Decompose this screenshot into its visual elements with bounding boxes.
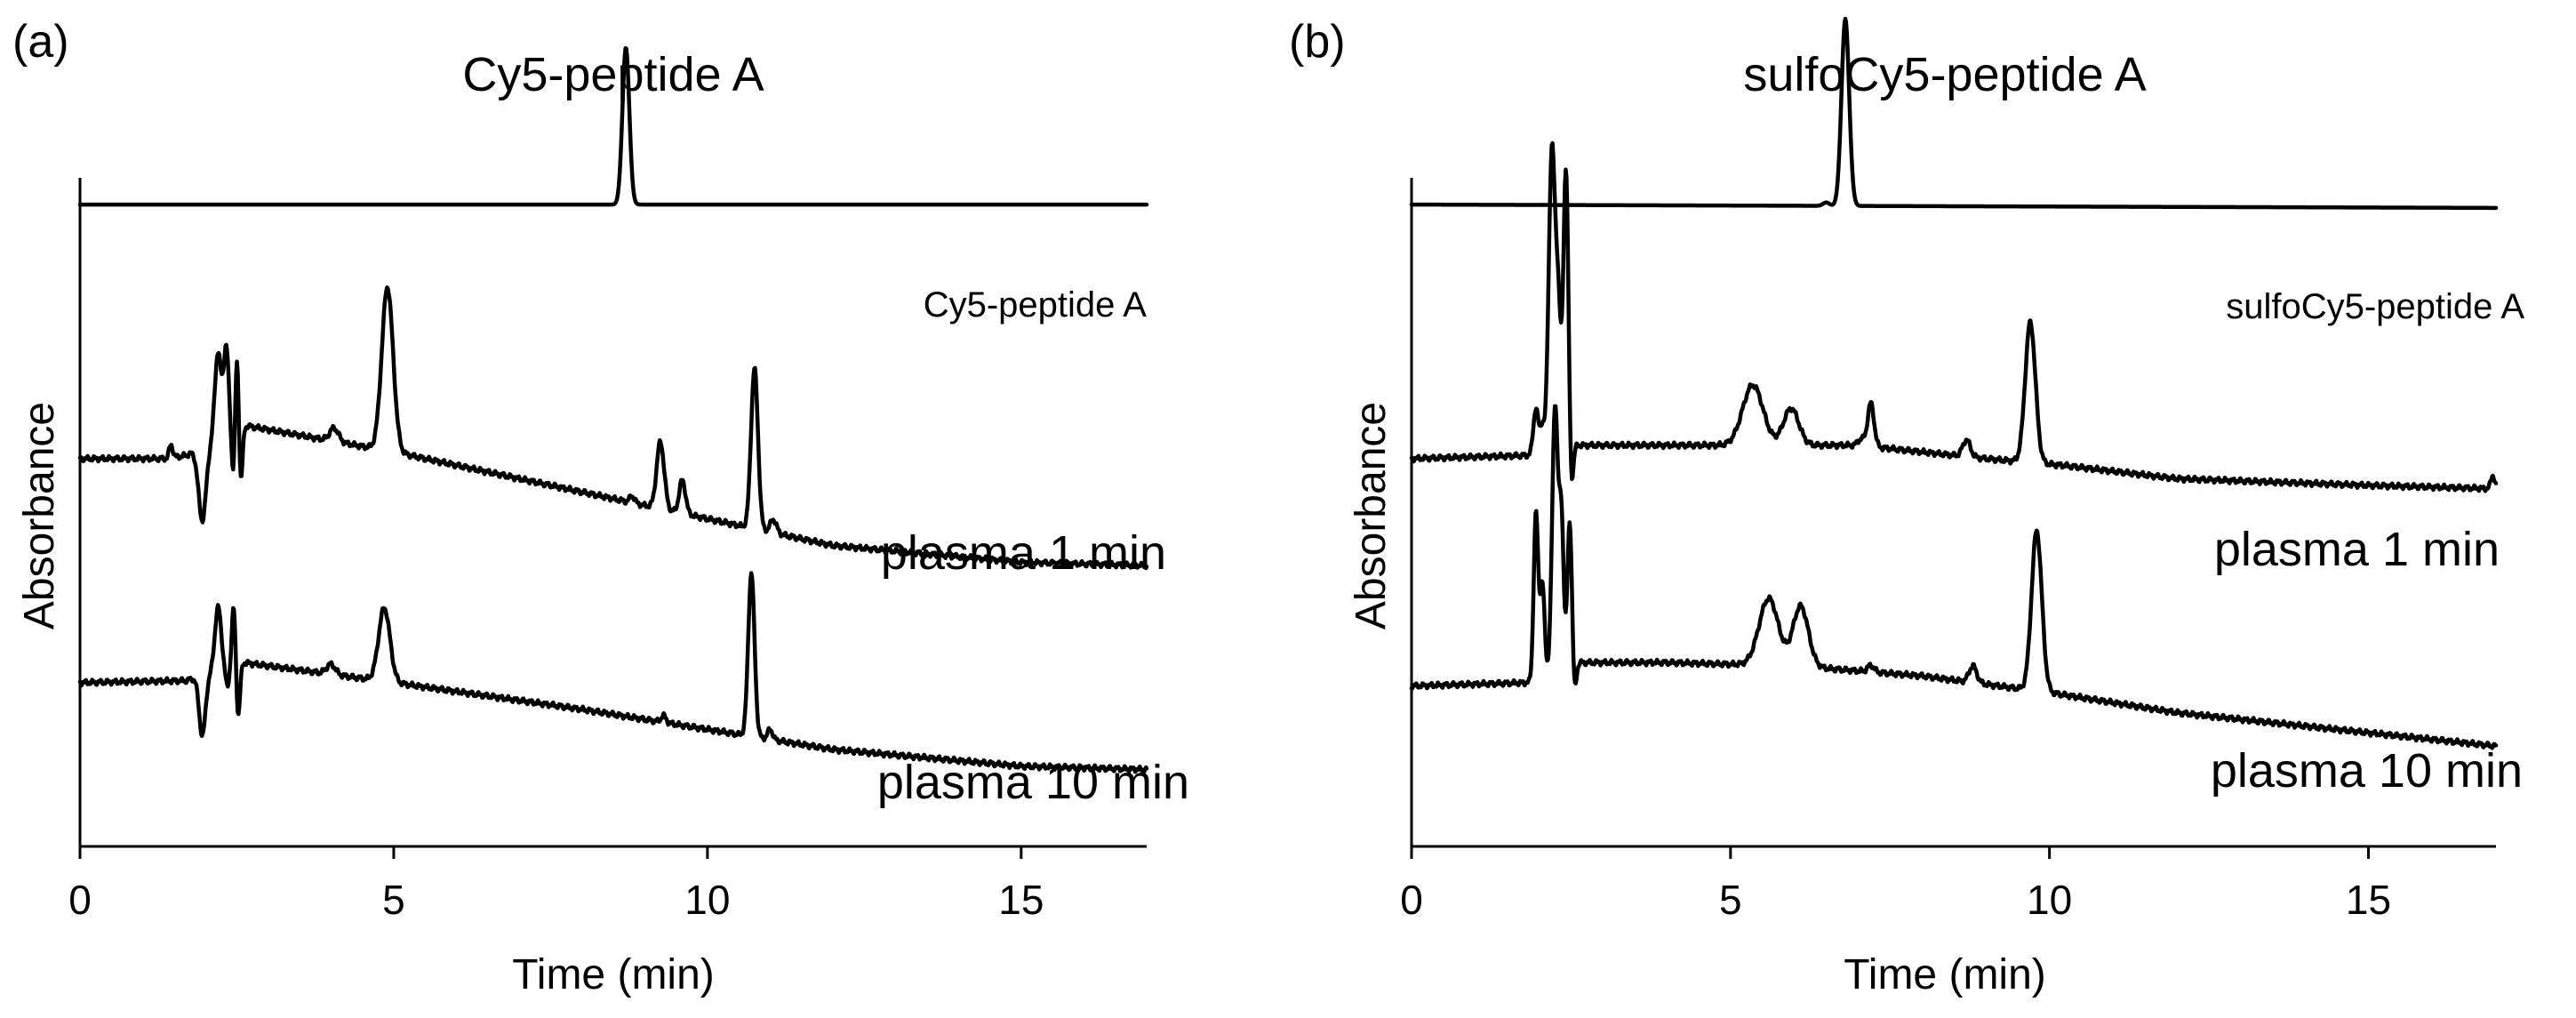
panel-a-trace-label-standard: Cy5-peptide A — [924, 285, 1148, 325]
panel-a-trace-label-plasma-1-min: plasma 1 min — [881, 526, 1166, 580]
panel-b-title: sulfoCy5-peptide A — [1743, 48, 2146, 101]
panel-b-chart: (b) sulfoCy5-peptide A Time (min) Absorb… — [1289, 16, 2524, 998]
panel-b-trace-label-standard: sulfoCy5-peptide A — [2226, 287, 2524, 326]
panel-a-x-tick-label-5: 5 — [382, 877, 405, 923]
panel-b-x-tick-label-10: 10 — [2027, 877, 2072, 923]
panel-a-x-tick-label-15: 15 — [998, 877, 1044, 923]
panel-b-x-axis-label: Time (min) — [1844, 951, 2046, 998]
panel-b-x-tick-label-5: 5 — [1719, 877, 1742, 923]
panel-a-x-axis-label: Time (min) — [512, 951, 715, 998]
panel-a-trace-label-plasma-10-min: plasma 10 min — [877, 756, 1189, 809]
panel-b-ticks: 0 5 10 15 — [1400, 846, 2391, 923]
panel-a-letter: (a) — [12, 16, 69, 68]
panel-b-trace-label-plasma-10-min: plasma 10 min — [2211, 744, 2523, 798]
panel-b-traces — [1409, 16, 2499, 750]
panel-a-trace-plasma-10-min — [77, 571, 1149, 774]
panel-a-x-tick-label-0: 0 — [68, 877, 92, 923]
panel-a-trace-plasma-1-min — [77, 285, 1149, 571]
panel-a-x-tick-label-10: 10 — [684, 877, 730, 923]
panel-a-trace-standard — [77, 46, 1149, 207]
panel-a-y-axis-label: Absorbance — [16, 402, 63, 629]
panel-b-y-axis-label: Absorbance — [1348, 402, 1395, 629]
panel-a-chart: (a) Cy5-peptide A Time (min) Absorbance … — [12, 16, 1189, 998]
panel-b-trace-label-plasma-1-min: plasma 1 min — [2214, 523, 2500, 576]
panel-b-letter: (b) — [1289, 16, 1346, 68]
panel-b-trace-plasma-1-min — [1409, 140, 2499, 493]
panel-b-trace-standard — [1409, 16, 2499, 211]
panel-b-x-tick-label-15: 15 — [2346, 877, 2391, 923]
panel-b-x-tick-label-0: 0 — [1400, 877, 1423, 923]
panel-a-ticks: 0 5 10 15 — [68, 846, 1044, 923]
panel-a-title: Cy5-peptide A — [462, 48, 764, 101]
panel-a-traces — [77, 46, 1149, 774]
panel-b-trace-plasma-10-min — [1409, 404, 2499, 750]
